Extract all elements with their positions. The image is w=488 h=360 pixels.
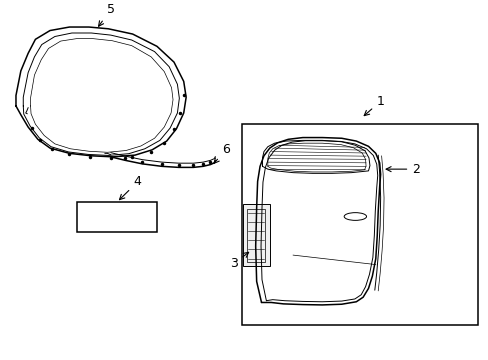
Text: 4: 4 — [119, 175, 141, 200]
Bar — [246, 210, 265, 262]
Text: 2: 2 — [386, 163, 419, 176]
Text: 6: 6 — [214, 143, 229, 163]
Text: 5: 5 — [99, 3, 115, 26]
Bar — [242, 123, 477, 325]
Bar — [243, 204, 269, 266]
Text: 1: 1 — [364, 95, 384, 116]
Bar — [77, 202, 157, 232]
Text: 3: 3 — [229, 252, 248, 270]
